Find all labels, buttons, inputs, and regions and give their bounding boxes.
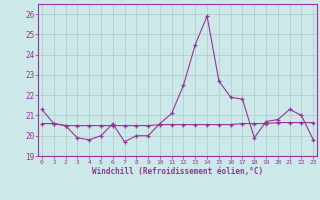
X-axis label: Windchill (Refroidissement éolien,°C): Windchill (Refroidissement éolien,°C): [92, 167, 263, 176]
